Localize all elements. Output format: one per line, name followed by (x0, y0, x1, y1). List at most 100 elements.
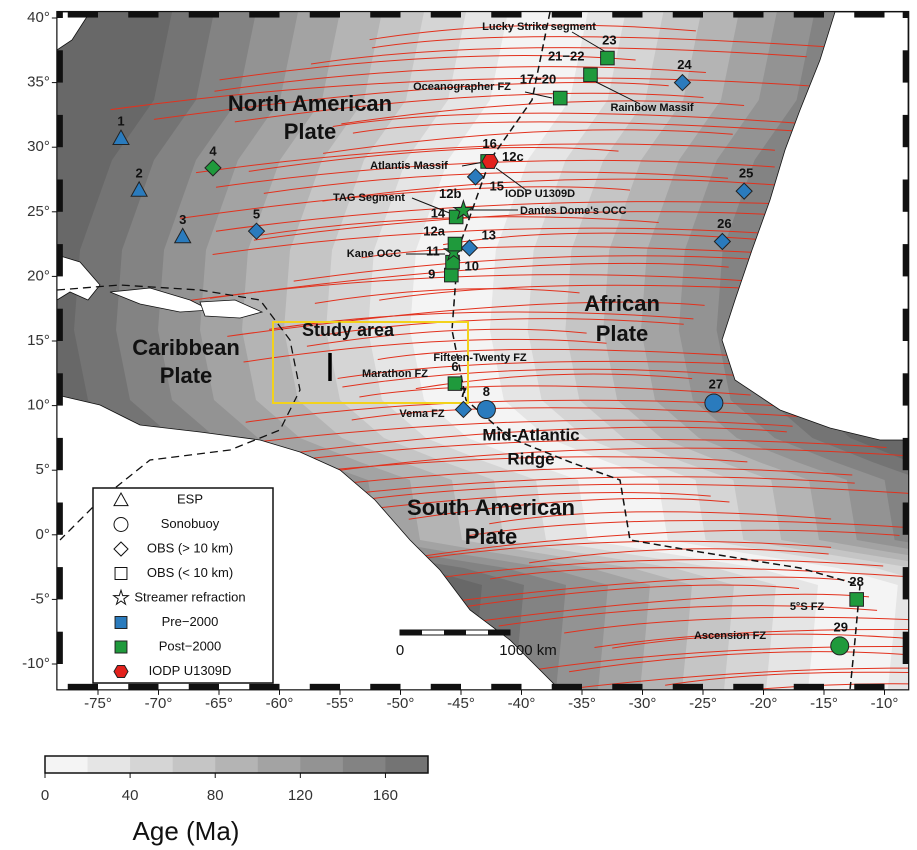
fracture-zone (243, 338, 607, 363)
frame-segment (793, 11, 824, 18)
age-band (410, 12, 898, 690)
frame-segment (902, 308, 909, 341)
frame-segment (56, 373, 63, 406)
fracture-zone (293, 255, 788, 282)
plate-labels: North American Plate African Plate Carib… (132, 91, 660, 549)
frame-segment (56, 567, 63, 600)
legend-symbol (113, 541, 129, 557)
site-marker (247, 222, 266, 240)
feature-label: Rainbow Massif (610, 102, 693, 114)
frame-segment (902, 502, 909, 535)
site-marker (704, 393, 724, 413)
y-tick-label: 15° (27, 332, 50, 349)
plate-label: Caribbean (132, 335, 240, 360)
x-tick-label: -65° (205, 695, 233, 712)
fracture-zone (237, 438, 887, 469)
fracture-zone (594, 628, 909, 648)
fracture-zone (234, 426, 787, 462)
frame-segment (612, 683, 643, 690)
legend: ESP Sonobuoy OBS (> 10 km) OBS (< 10 km) Str… (92, 487, 274, 684)
frame-segment (249, 11, 280, 18)
frame-segment (902, 114, 909, 148)
fracture-zone (234, 92, 704, 123)
feature-label: Atlantis Massif (370, 160, 448, 172)
fracture-zone (466, 520, 909, 537)
plate-label: Plate (284, 119, 337, 144)
feature-label: Dantes Dome's OCC (520, 205, 627, 217)
fracture-zone (457, 584, 800, 609)
site-marker (600, 50, 615, 66)
y-tick-label: 25° (27, 203, 50, 220)
legend-label: Streamer refraction (134, 589, 245, 604)
legend-label: OBS (> 10 km) (147, 540, 233, 555)
fracture-zone (306, 328, 587, 347)
frame-segment (551, 11, 582, 18)
y-tick-label: 20° (27, 267, 50, 284)
x-tick-label: -15° (810, 695, 838, 712)
fracture-zone (490, 567, 909, 580)
fracture-zone (417, 593, 870, 630)
legend-label: IODP U1309D (149, 663, 232, 678)
colorbar-tick-label: 160 (373, 787, 398, 804)
site-marker (204, 159, 222, 177)
study-area-box (272, 321, 469, 404)
fracture-zone (408, 497, 730, 520)
fracture-zone (498, 605, 878, 627)
site-label: 13 (481, 227, 495, 242)
frame-segment (67, 683, 98, 690)
fracture-zone (172, 419, 793, 454)
site-label: 12a (423, 224, 445, 239)
frame-segment (56, 437, 63, 471)
fracture-zone (219, 55, 636, 81)
site-marker (830, 636, 850, 656)
colorbar-band (257, 756, 301, 773)
frame-segment (551, 683, 582, 690)
fracture-zone (214, 66, 706, 92)
colorbar-tick-label: 40 (122, 787, 139, 804)
frame-segment (733, 11, 764, 18)
frame-segment (56, 50, 63, 83)
ridge-label: Ridge (507, 449, 554, 468)
site-marker (673, 73, 692, 92)
fracture-zone (408, 540, 832, 562)
scale-label: 0 (396, 642, 404, 659)
x-tick-label: -75° (84, 695, 112, 712)
fracture-zone (180, 186, 631, 219)
frame-segment (672, 11, 703, 18)
colorbar-band (342, 756, 386, 773)
site-marker (173, 227, 192, 244)
frame-segment (902, 50, 909, 83)
frame-segment (56, 244, 63, 277)
colorbar-band (130, 756, 174, 773)
legend-symbol (113, 517, 129, 532)
x-tick-label: -70° (145, 695, 173, 712)
site-label: 4 (209, 143, 217, 158)
site-label: 28 (849, 574, 863, 589)
site-marker (130, 180, 148, 197)
fracture-zone (178, 274, 757, 303)
y-tick-label: -10° (22, 655, 50, 672)
frame-segment (902, 437, 909, 471)
site-label: 24 (677, 57, 692, 72)
frame-segment (430, 683, 461, 690)
site-label: 2 (136, 165, 143, 180)
site-marker (476, 399, 496, 419)
site-marker (466, 168, 485, 186)
colorbar-tick-label: 120 (288, 787, 313, 804)
frame-segment (902, 373, 909, 406)
fracture-zone (612, 633, 909, 649)
fracture-zone (377, 348, 802, 361)
site-label: 15 (490, 178, 504, 193)
site-label: 16 (482, 136, 496, 151)
frame-segment (56, 502, 63, 535)
frame-segment (491, 11, 522, 18)
legend-label: Sonobuoy (161, 516, 220, 531)
fracture-zone (317, 318, 684, 337)
fracture-zone (371, 36, 842, 49)
plate-label: African (584, 291, 660, 316)
y-tick-label: -5° (31, 590, 50, 607)
site-label: 29 (833, 619, 847, 634)
site-label: 21−22 (548, 48, 585, 63)
colorbar-title: Age (Ma) (133, 816, 240, 846)
